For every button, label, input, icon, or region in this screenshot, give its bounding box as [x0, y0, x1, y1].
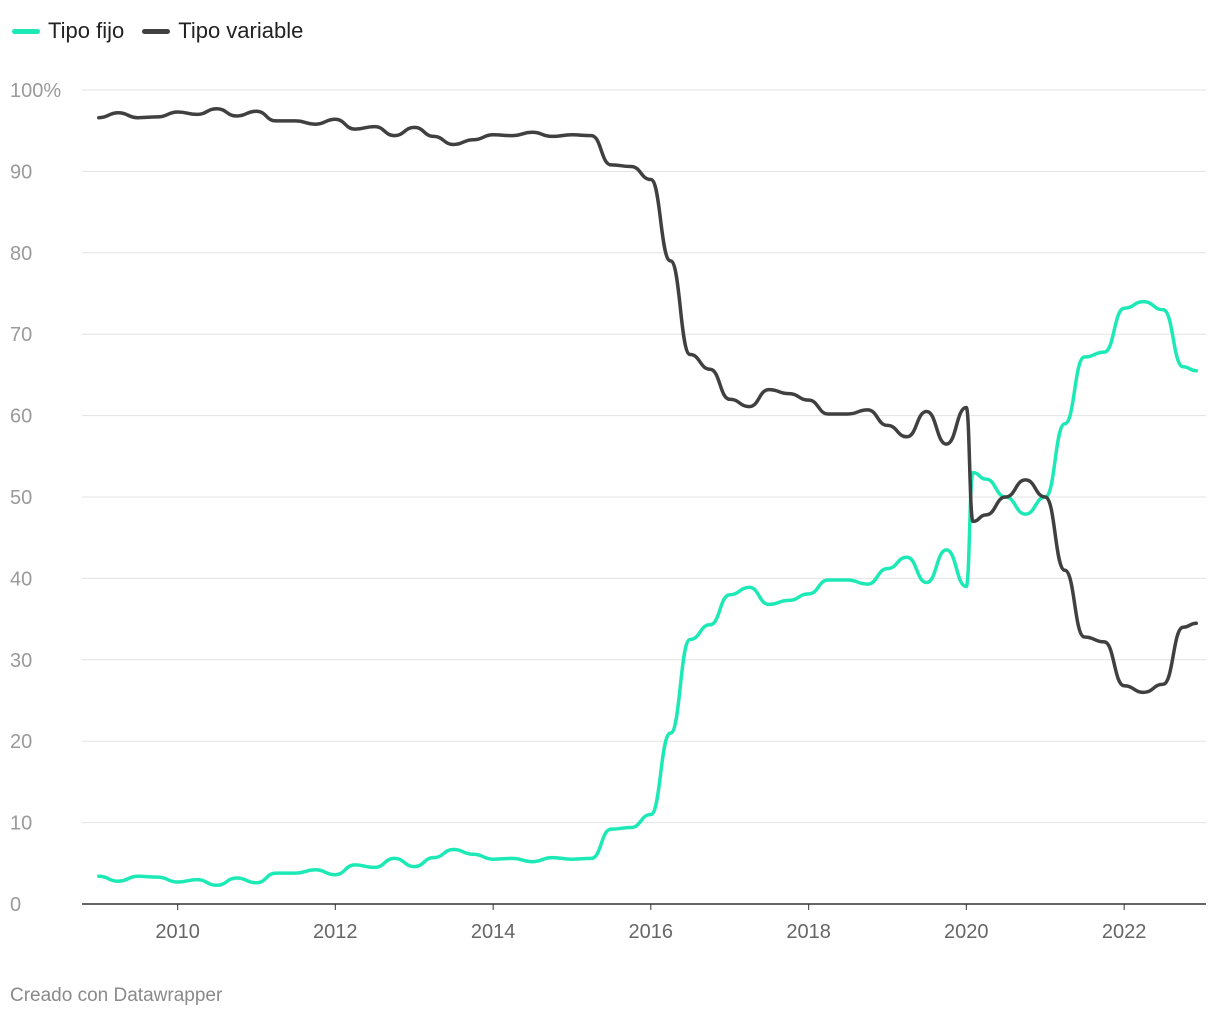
legend-item-tipo-fijo: Tipo fijo [12, 18, 124, 44]
y-tick-label: 70 [10, 324, 32, 346]
x-tick-label: 2010 [155, 921, 200, 943]
y-tick-label: 40 [10, 568, 32, 590]
y-tick-label: 0 [10, 894, 21, 916]
x-tick-label: 2020 [944, 921, 989, 943]
series-line-tipo-variable [97, 106, 1199, 695]
y-tick-label: 50 [10, 487, 32, 509]
y-tick-label: 20 [10, 731, 32, 753]
legend-label-tipo-fijo: Tipo fijo [48, 18, 125, 43]
x-tick-label: 2016 [629, 921, 674, 943]
y-tick-label: 10 [10, 813, 32, 835]
y-tick-label: 100% [10, 80, 61, 102]
y-tick-label: 60 [10, 406, 32, 428]
x-tick-label: 2014 [471, 921, 516, 943]
x-tick-label: 2018 [786, 921, 831, 943]
series-line-tipo-fijo [97, 299, 1199, 888]
y-tick-label: 30 [10, 650, 32, 672]
y-tick-label: 90 [10, 161, 32, 183]
legend-label-tipo-variable: Tipo variable [178, 18, 304, 43]
footer-credit: Creado con Datawrapper [10, 985, 223, 1006]
x-tick-label: 2012 [313, 921, 358, 943]
x-tick-label: 2022 [1102, 921, 1147, 943]
y-tick-label: 80 [10, 243, 32, 265]
legend-swatch-tipo-variable [142, 28, 171, 34]
legend-item-tipo-variable: Tipo variable [142, 18, 303, 44]
chart-legend: Tipo fijo Tipo variable [12, 18, 303, 44]
legend-swatch-tipo-fijo [12, 28, 40, 34]
